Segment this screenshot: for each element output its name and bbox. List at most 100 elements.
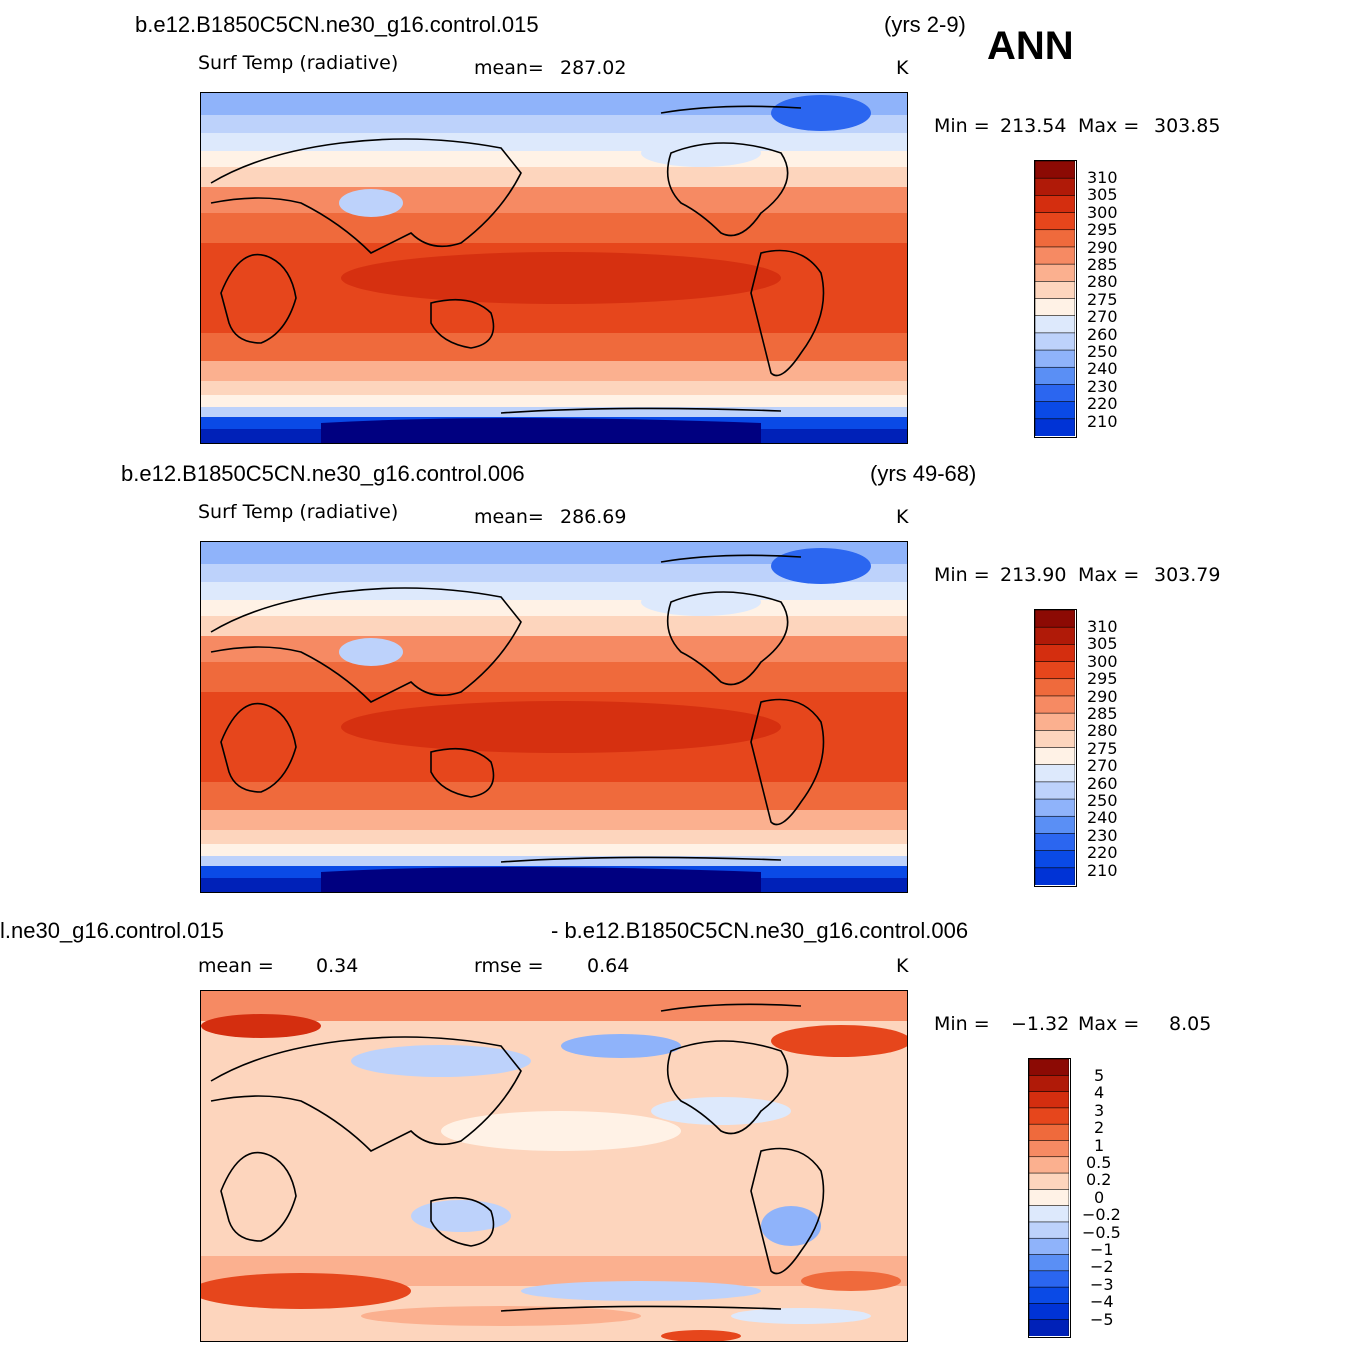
- colorbar-swatch: [1034, 712, 1076, 732]
- panel3-level-label: 3: [1094, 1100, 1105, 1120]
- panel2-units: K: [896, 506, 909, 528]
- colorbar-swatch: [1028, 1123, 1070, 1142]
- colorbar-swatch: [1028, 1270, 1070, 1288]
- temperature-bands: [201, 93, 907, 443]
- panel3-case-left: l.ne30_g16.control.015: [0, 918, 224, 943]
- temperature-bands: [201, 542, 907, 892]
- colorbar-swatch: [1028, 1140, 1070, 1158]
- colorbar-swatch: [1034, 764, 1076, 783]
- colorbar-swatch: [1034, 833, 1076, 852]
- colorbar-swatch: [1028, 1303, 1070, 1321]
- panel1-mean-label: mean=: [474, 57, 544, 79]
- panel2-level-label: 300: [1087, 651, 1118, 671]
- panel2-level-label: 250: [1087, 791, 1118, 810]
- panel1-mean-value: 287.02: [560, 57, 627, 79]
- panel3-level-label: −5: [1090, 1309, 1114, 1329]
- colorbar-swatch: [1028, 1172, 1070, 1191]
- colorbar-swatch: [1028, 1237, 1070, 1256]
- colorbar-swatch: [1034, 195, 1076, 214]
- panel2-colorbar-swatches: [1034, 609, 1076, 886]
- panel2-level-label: 305: [1087, 634, 1118, 654]
- panel2-level-label: 210: [1087, 860, 1118, 880]
- panel3-case-right: - b.e12.B1850C5CN.ne30_g16.control.006: [551, 918, 969, 943]
- panel2-level-label: 260: [1087, 773, 1118, 793]
- colorbar-swatch: [1034, 332, 1076, 351]
- panel2-mean-label: mean=: [474, 506, 544, 528]
- colorbar-swatch: [1034, 747, 1076, 766]
- coastlines: [210, 554, 825, 863]
- colorbar-swatch: [1034, 661, 1076, 680]
- panel1-level-label: 275: [1087, 289, 1118, 309]
- panel1-level-label: 270: [1087, 307, 1118, 327]
- colorbar-swatch: [1034, 695, 1076, 714]
- colorbar-swatch: [1034, 229, 1076, 248]
- colorbar-swatch: [1034, 212, 1076, 231]
- panel1-colorbar-swatches: [1034, 160, 1076, 437]
- panel1-level-label: 210: [1087, 411, 1118, 431]
- colorbar-swatch: [1034, 366, 1076, 386]
- colorbar-swatch: [1034, 315, 1076, 334]
- colorbar-swatch: [1034, 349, 1076, 369]
- colorbar-swatch: [1028, 1074, 1070, 1093]
- panel3-min-label: Min =: [934, 1013, 990, 1035]
- colorbar-swatch: [1034, 281, 1076, 300]
- colorbar-swatch: [1034, 246, 1076, 265]
- colorbar-swatch: [1034, 815, 1076, 835]
- panel2-level-label: 240: [1087, 808, 1118, 828]
- colorbar-swatch: [1028, 1254, 1070, 1272]
- difference-bands: [201, 991, 907, 1341]
- colorbar-swatch: [1034, 384, 1076, 403]
- panel3-level-label: 5: [1094, 1066, 1105, 1085]
- panel2-years: (yrs 49-68): [870, 461, 977, 486]
- panel1-map: [200, 92, 908, 444]
- panel3-level-label: −0.5: [1082, 1222, 1121, 1242]
- panel2-level-label: 230: [1087, 825, 1118, 845]
- panel3-colorbar-swatches: [1028, 1058, 1070, 1337]
- panel1-level-label: 230: [1087, 376, 1118, 396]
- panel2-case-title: b.e12.B1850C5CN.ne30_g16.control.006: [121, 461, 525, 486]
- panel3-level-label: 0: [1094, 1187, 1105, 1207]
- panel1-colorbar: [1034, 160, 1077, 438]
- colorbar-swatch: [1028, 1107, 1070, 1125]
- panel3-level-label: −1: [1090, 1240, 1114, 1259]
- panel1-min-label: Min =: [934, 115, 990, 137]
- season-label: ANN: [987, 24, 1074, 68]
- colorbar-swatch: [1028, 1221, 1070, 1240]
- panel2-level-label: 280: [1087, 721, 1118, 741]
- panel1-level-label: 290: [1087, 237, 1118, 257]
- colorbar-swatch: [1034, 263, 1076, 283]
- panel3-colorbar: [1028, 1058, 1071, 1338]
- colorbar-swatch: [1034, 850, 1076, 869]
- colorbar-swatch: [1034, 867, 1076, 886]
- colorbar-swatch: [1028, 1319, 1070, 1337]
- panel3-rmse-value: 0.64: [587, 955, 630, 977]
- panel1-level-label: 285: [1087, 255, 1118, 274]
- colorbar-swatch: [1034, 401, 1076, 420]
- panel1-max-label: Max =: [1078, 115, 1140, 137]
- panel3-level-label: −2: [1090, 1257, 1114, 1277]
- world-map-temperature-difference-icon: [201, 991, 907, 1341]
- panel3-level-label: 0.2: [1086, 1170, 1112, 1190]
- colorbar-swatch: [1028, 1156, 1070, 1174]
- panel1-min-value: 213.54: [1000, 115, 1067, 137]
- panel2-level-label: 220: [1087, 843, 1118, 863]
- panel3-level-label: −0.2: [1082, 1205, 1121, 1225]
- colorbar-swatch: [1028, 1205, 1070, 1223]
- panel3-units: K: [896, 955, 909, 977]
- panel3-level-label: −3: [1090, 1274, 1114, 1294]
- colorbar-swatch: [1034, 177, 1076, 197]
- panel2-colorbar: [1034, 609, 1077, 887]
- world-map-surface-temperature-icon: [201, 93, 907, 443]
- panel2-min-value: 213.90: [1000, 564, 1067, 586]
- panel1-level-label: 220: [1087, 394, 1118, 414]
- colorbar-swatch: [1034, 418, 1076, 437]
- panel3-level-label: 4: [1094, 1083, 1105, 1103]
- panel1-level-label: 310: [1087, 168, 1118, 187]
- panel3-mean-label: mean =: [198, 955, 274, 977]
- panel2-mean-value: 286.69: [560, 506, 627, 528]
- panel2-level-label: 275: [1087, 738, 1118, 758]
- panel2-level-label: 270: [1087, 756, 1118, 776]
- panel1-field-name: Surf Temp (radiative): [198, 52, 399, 74]
- panel2-max-label: Max =: [1078, 564, 1140, 586]
- panel1-level-label: 260: [1087, 324, 1118, 344]
